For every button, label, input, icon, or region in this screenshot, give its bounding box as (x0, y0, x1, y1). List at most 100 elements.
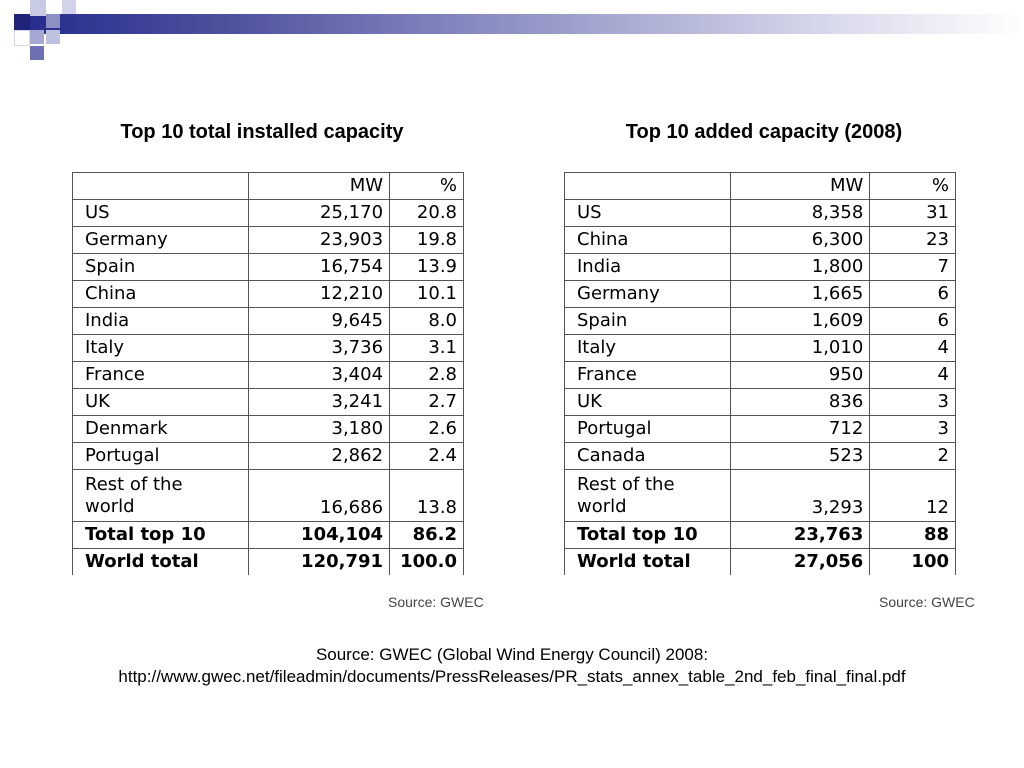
country-cell: India (72, 307, 249, 335)
total-label: Total top 10 (72, 521, 249, 549)
mw-cell: 1,010 (729, 334, 871, 362)
world-total-label: World total (72, 548, 249, 575)
total-top10-row: Total top 10 104,104 86.2 (72, 521, 464, 549)
country-cell: UK (72, 388, 249, 416)
right-table-title: Top 10 added capacity (2008) (625, 121, 903, 143)
rest-label-line2: world (85, 496, 135, 517)
rest-label-line2: world (577, 496, 627, 517)
table-row: Germany 1,665 6 (564, 280, 956, 308)
header-cell (72, 172, 249, 200)
percent-cell: 13.9 (389, 253, 464, 281)
footer-source: Source: GWEC (Global Wind Energy Council… (0, 644, 1024, 688)
mw-cell: 9,645 (247, 307, 391, 335)
percent-cell: 31 (869, 199, 956, 227)
country-cell: Portugal (72, 442, 249, 470)
left-table-title-block: Top 10 total installed capacity (72, 121, 452, 144)
footer-source-url[interactable]: http://www.gwec.net/fileadmin/documents/… (118, 667, 906, 686)
percent-cell: 2 (869, 442, 956, 470)
percent-cell: 19.8 (389, 226, 464, 254)
mw-cell: 3,293 (729, 469, 871, 522)
table-row: Canada 523 2 (564, 442, 956, 470)
country-cell: Spain (72, 253, 249, 281)
country-cell: Denmark (72, 415, 249, 443)
country-cell: France (564, 361, 731, 389)
country-cell: Germany (564, 280, 731, 308)
mw-cell: 1,800 (729, 253, 871, 281)
table-row: Italy 1,010 4 (564, 334, 956, 362)
header-cell-mw: MW (729, 172, 871, 200)
decor-square (46, 14, 60, 28)
mw-cell: 950 (729, 361, 871, 389)
country-cell: Canada (564, 442, 731, 470)
percent-cell: 2.8 (389, 361, 464, 389)
decor-square (46, 30, 60, 44)
percent-cell: 6 (869, 307, 956, 335)
mw-cell: 12,210 (247, 280, 391, 308)
mw-cell: 25,170 (247, 199, 391, 227)
decor-square (30, 0, 46, 16)
country-cell: Portugal (564, 415, 731, 443)
percent-cell: 23 (869, 226, 956, 254)
rest-of-world-row: Rest of the world 3,293 12 (564, 469, 956, 522)
header-cell-mw: MW (247, 172, 391, 200)
percent-cell: 3.1 (389, 334, 464, 362)
percent-cell: 20.8 (389, 199, 464, 227)
country-cell: Italy (564, 334, 731, 362)
table-row: Italy 3,736 3.1 (72, 334, 464, 362)
percent-cell: 100 (869, 548, 956, 575)
country-cell: Germany (72, 226, 249, 254)
mw-cell: 523 (729, 442, 871, 470)
table-header-row: MW % (564, 172, 956, 200)
table-row: UK 3,241 2.7 (72, 388, 464, 416)
decor-square (30, 30, 44, 44)
mw-cell: 23,763 (729, 521, 871, 549)
left-table-source: Source: GWEC (388, 594, 484, 610)
table-row: China 12,210 10.1 (72, 280, 464, 308)
mw-cell: 3,404 (247, 361, 391, 389)
percent-cell: 4 (869, 361, 956, 389)
percent-cell: 12 (869, 469, 956, 522)
table-row: India 1,800 7 (564, 253, 956, 281)
mw-cell: 6,300 (729, 226, 871, 254)
table-row: Spain 16,754 13.9 (72, 253, 464, 281)
mw-cell: 836 (729, 388, 871, 416)
decor-square (62, 0, 76, 14)
mw-cell: 1,609 (729, 307, 871, 335)
country-cell: China (564, 226, 731, 254)
percent-cell: 3 (869, 388, 956, 416)
mw-cell: 16,754 (247, 253, 391, 281)
mw-cell: 2,862 (247, 442, 391, 470)
percent-cell: 10.1 (389, 280, 464, 308)
table-row: China 6,300 23 (564, 226, 956, 254)
percent-cell: 4 (869, 334, 956, 362)
mw-cell: 3,736 (247, 334, 391, 362)
percent-cell: 100.0 (389, 548, 464, 575)
percent-cell: 7 (869, 253, 956, 281)
added-capacity-table: MW % US 8,358 31 China 6,300 23 India 1,800 7 … (564, 172, 956, 575)
header-cell-percent: % (389, 172, 464, 200)
country-cell: UK (564, 388, 731, 416)
decor-square (14, 30, 30, 46)
right-table-source: Source: GWEC (879, 594, 975, 610)
rest-label-line1: Rest of the (85, 474, 183, 495)
country-cell: US (72, 199, 249, 227)
decor-square (30, 46, 44, 60)
right-table-title-block: Top 10 added capacity (2008) (566, 121, 962, 144)
percent-cell: 6 (869, 280, 956, 308)
percent-cell: 86.2 (389, 521, 464, 549)
world-total-row: World total 120,791 100.0 (72, 548, 464, 575)
table-row: Portugal 2,862 2.4 (72, 442, 464, 470)
rest-label-line1: Rest of the (577, 474, 675, 495)
mw-cell: 8,358 (729, 199, 871, 227)
table-header-row: MW % (72, 172, 464, 200)
decor-square (14, 14, 30, 30)
percent-cell: 2.4 (389, 442, 464, 470)
total-top10-row: Total top 10 23,763 88 (564, 521, 956, 549)
mw-cell: 23,903 (247, 226, 391, 254)
mw-cell: 16,686 (247, 469, 391, 522)
country-cell: China (72, 280, 249, 308)
country-cell: Rest of the world (564, 469, 731, 522)
table-row: Portugal 712 3 (564, 415, 956, 443)
percent-cell: 88 (869, 521, 956, 549)
table-row: Spain 1,609 6 (564, 307, 956, 335)
